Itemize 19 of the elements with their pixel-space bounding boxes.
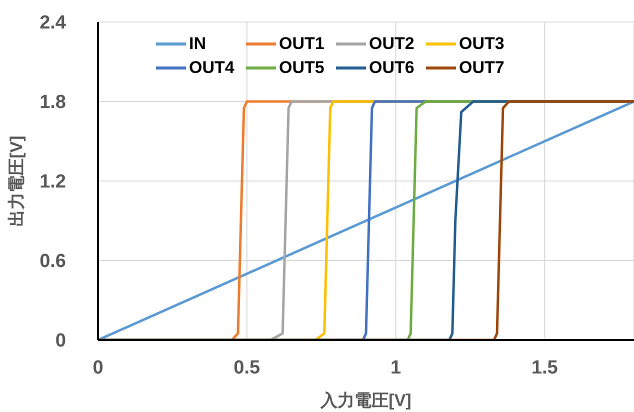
y-tick-label: 1.2: [40, 172, 66, 193]
y-tick-label: 0.6: [40, 251, 66, 272]
legend-label: OUT4: [189, 58, 234, 78]
x-tick-label: 1: [390, 357, 402, 378]
legend-label: OUT6: [369, 58, 414, 78]
legend-label: OUT1: [279, 34, 324, 54]
legend-label: IN: [189, 34, 206, 54]
x-tick-label: 0.5: [234, 357, 261, 378]
y-axis-title: 出力電圧[V]: [7, 136, 26, 226]
legend-label: OUT7: [459, 58, 504, 78]
legend-label: OUT5: [279, 58, 324, 78]
legend-label: OUT2: [369, 34, 414, 54]
y-tick-label: 1.8: [40, 92, 66, 114]
legend-label: OUT3: [459, 34, 504, 54]
y-tick-label: 2.4: [40, 12, 66, 34]
y-tick-label: 0: [55, 330, 66, 352]
x-tick-label: 1.5: [531, 357, 558, 378]
x-tick-label: 0: [92, 357, 104, 378]
x-axis-title: 入力電圧[V]: [320, 391, 412, 410]
